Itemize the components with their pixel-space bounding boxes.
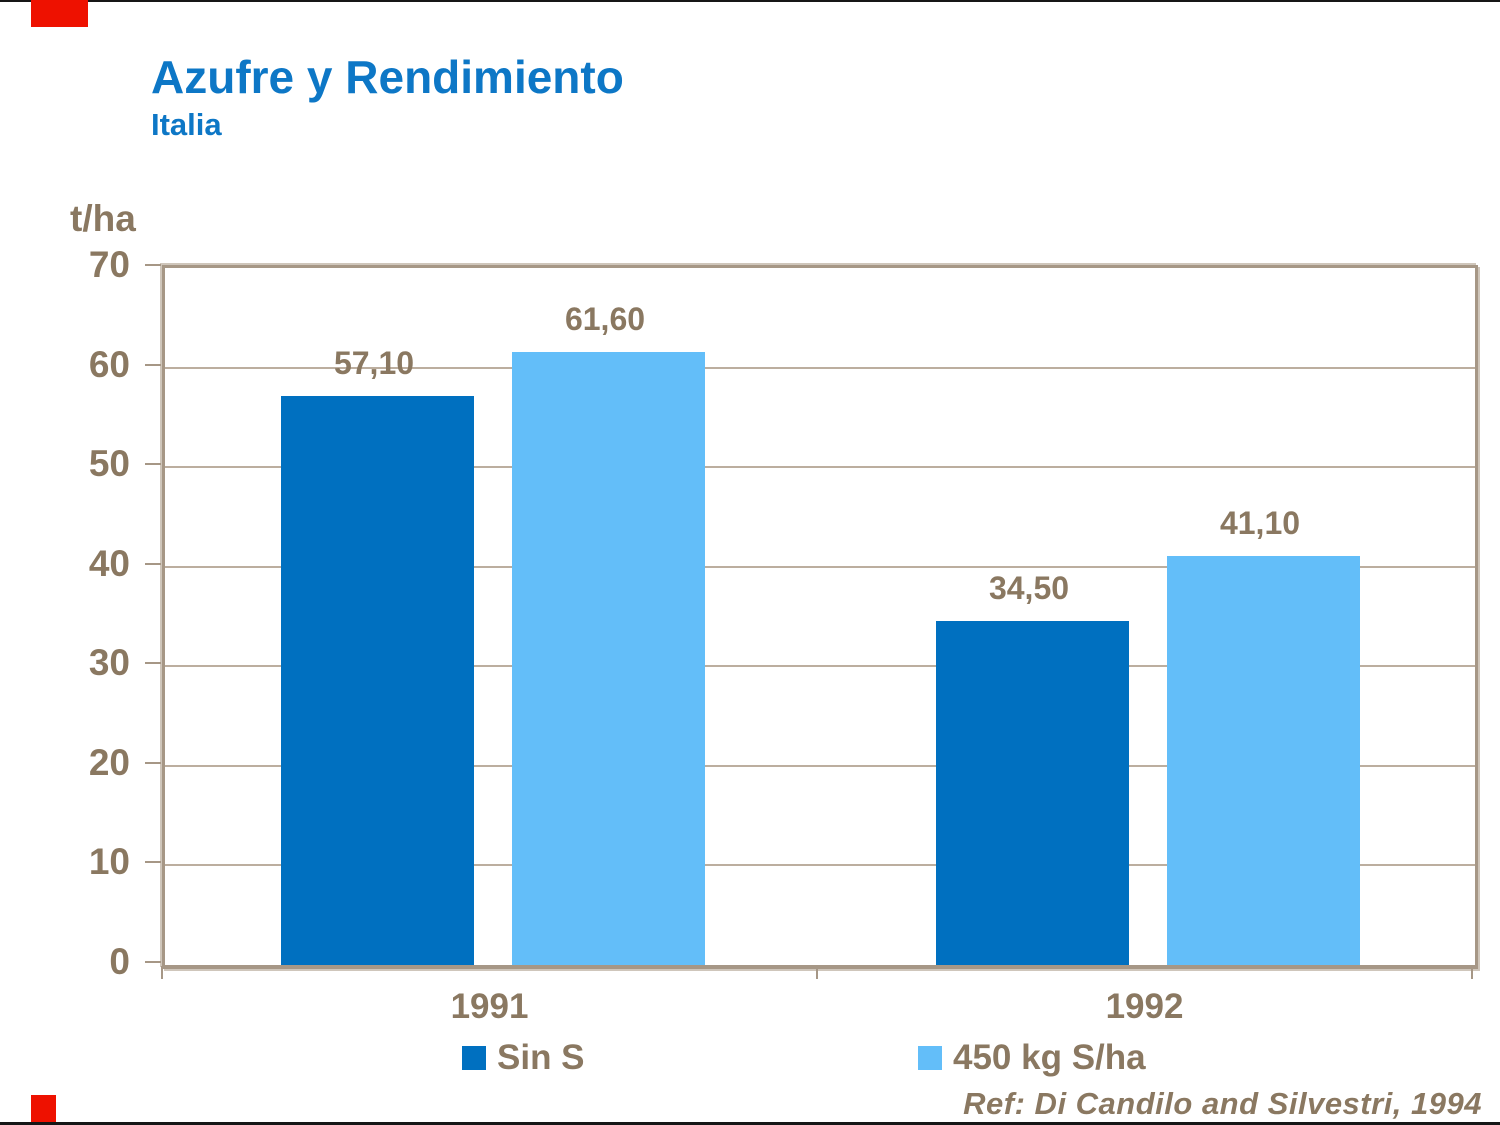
gridline-30 [165, 665, 1475, 668]
y-tick-mark-0 [145, 961, 161, 963]
slide-border-top [0, 0, 1500, 2]
y-tick-label-30: 30 [88, 642, 130, 684]
gridline-60 [165, 366, 1475, 369]
chart-title: Azufre y Rendimiento [151, 51, 624, 103]
legend-swatch-450-kg-s-ha [918, 1045, 942, 1070]
y-tick-mark-70 [145, 264, 161, 266]
value-label-450-kg-s-ha-1991: 61,60 [564, 300, 646, 337]
x-category-label-1992: 1992 [1105, 987, 1184, 1026]
gridline-50 [165, 466, 1475, 469]
legend-swatch-sin-s [462, 1045, 486, 1070]
value-label-450-kg-s-ha-1992: 41,10 [1219, 504, 1301, 541]
bar-450-kg-s-ha-1991 [511, 351, 705, 965]
y-tick-label-50: 50 [88, 443, 130, 485]
y-tick-mark-20 [145, 761, 161, 764]
legend-item-sin-s: Sin S [462, 1040, 585, 1075]
x-tick-mark-0 [161, 966, 163, 979]
x-tick-mark-1 [816, 966, 818, 979]
bar-sin-s-1992 [935, 621, 1129, 965]
y-tick-label-10: 10 [88, 841, 130, 883]
legend-item-450-kg-s-ha: 450 kg S/ha [918, 1040, 1146, 1075]
plot-area [162, 265, 1478, 969]
y-tick-label-70: 70 [88, 244, 130, 285]
value-label-sin-s-1992: 34,50 [988, 570, 1070, 607]
bar-450-kg-s-ha-1992 [1166, 555, 1360, 965]
x-tick-mark-2 [1471, 966, 1473, 979]
legend-label-sin-s: Sin S [497, 1038, 585, 1077]
value-label-sin-s-1991: 57,10 [333, 345, 415, 382]
bar-sin-s-1991 [280, 396, 474, 965]
y-tick-mark-40 [145, 562, 161, 565]
chart-subtitle: Italia [151, 107, 222, 142]
y-tick-mark-50 [145, 463, 161, 466]
y-axis-title: t/ha [70, 198, 136, 239]
red-accent-top [31, 0, 88, 27]
y-tick-mark-30 [145, 662, 161, 665]
y-tick-label-40: 40 [88, 542, 130, 584]
reference-text: Ref: Di Candilo and Silvestri, 1994 [963, 1086, 1482, 1121]
gridline-40 [165, 565, 1475, 568]
y-tick-label-60: 60 [88, 343, 130, 385]
y-tick-label-20: 20 [88, 741, 130, 783]
slide-border-bottom [0, 1122, 1500, 1125]
red-accent-bottom [31, 1095, 56, 1122]
gridline-10 [165, 864, 1475, 867]
y-tick-mark-60 [145, 363, 161, 366]
legend-label-450-kg-s-ha: 450 kg S/ha [953, 1038, 1146, 1077]
gridline-20 [165, 764, 1475, 767]
y-tick-label-0: 0 [109, 941, 130, 982]
x-category-label-1991: 1991 [450, 987, 529, 1026]
y-tick-mark-10 [145, 861, 161, 864]
